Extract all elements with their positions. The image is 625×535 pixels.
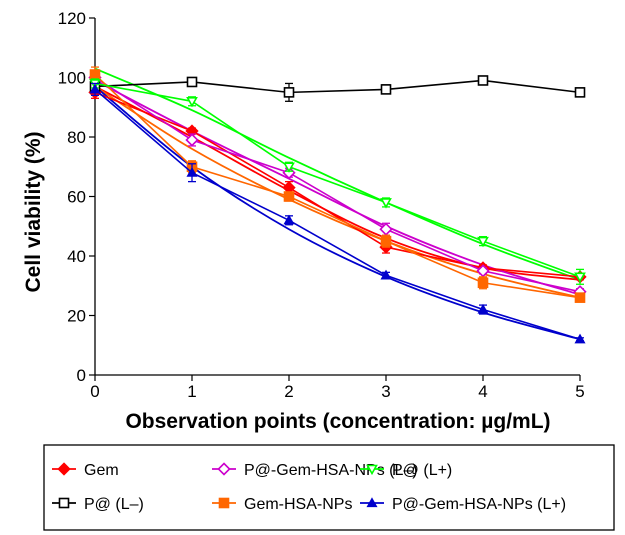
x-tick-label: 5 <box>575 382 584 401</box>
y-tick-label: 20 <box>67 307 86 326</box>
series-line-gem <box>94 91 581 278</box>
y-axis-title: Cell viability (%) <box>22 131 45 292</box>
y-tick-label: 120 <box>58 9 86 28</box>
series-line-p-l <box>94 79 581 94</box>
y-tick-label: 0 <box>77 366 86 385</box>
data-point-gem-hsa-nps <box>574 292 586 303</box>
legend-marker <box>366 497 378 508</box>
data-point-p-gem-hsa-nps-l <box>186 166 198 177</box>
data-point-p-gem-hsa-nps-l <box>283 214 295 225</box>
legend-label: P@ (L–) <box>84 496 144 513</box>
plot-area: 0 20 40 60 80 100 120 0 1 2 3 4 5 <box>58 9 587 401</box>
legend-marker <box>217 462 231 476</box>
data-point-p-gem-hsa-nps-l <box>574 333 586 344</box>
legend-label: Gem <box>84 462 119 479</box>
x-tick-label: 0 <box>90 382 99 401</box>
trend-line-p-l- <box>94 67 581 281</box>
trend-line-p-gem-hsa-nps-l- <box>94 79 581 296</box>
y-tick-label: 100 <box>58 69 86 88</box>
legend-marker <box>218 497 230 509</box>
data-point-p-l <box>380 198 392 209</box>
legend-label: Gem-HSA-NPs <box>244 496 352 513</box>
data-point-p-gem-hsa-nps-l <box>89 83 101 94</box>
data-point-p-l <box>283 162 295 173</box>
x-tick-label: 2 <box>284 382 293 401</box>
legend-box <box>43 444 615 531</box>
data-point-p-gem-hsa-nps-l <box>380 269 392 280</box>
y-tick-label: 80 <box>67 128 86 147</box>
x-axis-title: Observation points (concentration: µg/mL… <box>125 410 550 433</box>
y-tick-label: 40 <box>67 247 86 266</box>
legend-label: P@ (L+) <box>392 462 452 479</box>
x-tick-label: 4 <box>478 382 487 401</box>
data-point-p-l <box>574 87 586 98</box>
legend-marker <box>58 497 70 509</box>
data-point-p-gem-hsa-nps-l <box>477 303 489 314</box>
data-point-p-l <box>477 75 489 86</box>
legend-marker <box>366 464 378 476</box>
data-point-p-gem-hsa-nps-l <box>185 133 199 147</box>
data-point-gem-hsa-nps <box>283 191 295 202</box>
data-point-gem-hsa-nps <box>89 69 101 80</box>
series-line-p-l <box>94 82 581 278</box>
series-line-gem-hsa-nps <box>94 73 581 299</box>
data-point-gem-hsa-nps <box>380 235 392 247</box>
x-tick-label: 1 <box>187 382 196 401</box>
data-point-p-l <box>186 76 198 88</box>
y-tick-label: 60 <box>67 188 86 207</box>
data-point-p-l <box>574 272 586 283</box>
legend-marker <box>57 462 71 476</box>
trend-line-p-gem-hsa-nps-l- <box>94 85 581 341</box>
series-line-p-gem-hsa-nps-l <box>94 88 581 341</box>
legend-label: P@-Gem-HSA-NPs (L+) <box>392 496 566 513</box>
data-point-gem-hsa-nps <box>477 277 489 289</box>
x-tick-label: 3 <box>381 382 390 401</box>
trend-line-gem-hsa-nps <box>94 85 581 299</box>
data-point-p-l <box>380 84 392 95</box>
data-point-p-l <box>186 97 198 108</box>
data-point-p-l <box>477 236 489 248</box>
data-point-p-l <box>283 87 295 98</box>
series-line-p-gem-hsa-nps-l <box>94 76 581 293</box>
